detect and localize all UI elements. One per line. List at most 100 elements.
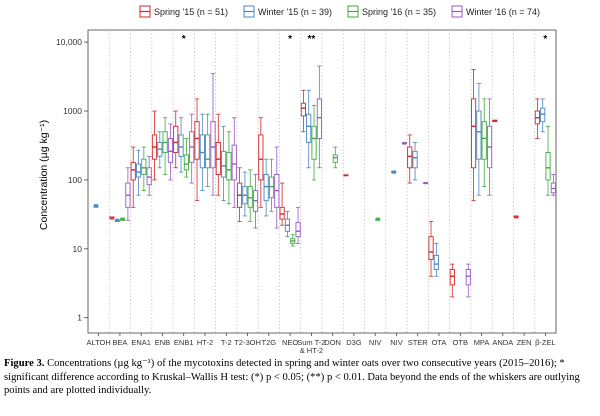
x-tick-label-line: ENB1 <box>174 338 194 347</box>
x-tick-label-line: T2-3OH <box>234 338 261 347</box>
box <box>316 98 322 139</box>
box <box>258 134 264 181</box>
box <box>210 121 216 169</box>
box <box>279 206 285 220</box>
caption-figure-label: Figure 3. <box>4 358 45 369</box>
x-tick-label-line: MPA <box>474 338 490 347</box>
box <box>481 121 487 160</box>
box <box>199 134 205 169</box>
y-tick-label: 100 <box>68 175 82 185</box>
box <box>130 161 136 181</box>
box <box>540 107 546 123</box>
box <box>167 137 174 163</box>
x-tick-label: OTA <box>432 338 447 347</box>
x-tick-label-line: NEO <box>282 338 298 347</box>
legend-label: Winter '16 (n = 74) <box>466 7 540 17</box>
x-tick-label-line: Sum T-2 <box>297 338 325 347</box>
x-tick-label-line: β-ZEL <box>535 338 556 347</box>
x-tick-label: T2G <box>262 338 277 347</box>
box <box>135 163 142 178</box>
x-tick-label-line: ZEN <box>517 338 532 347</box>
caption-text: Concentrations (µg kg⁻¹) of the mycotoxi… <box>4 358 580 397</box>
legend-label: Spring '15 (n = 51) <box>154 7 228 17</box>
box <box>205 134 211 169</box>
box <box>449 269 455 286</box>
x-tick-label: ZEN <box>517 338 532 347</box>
box <box>178 134 184 157</box>
box <box>470 98 477 169</box>
box <box>221 150 227 178</box>
x-tick-label-line: STER <box>408 338 429 347</box>
x-tick-label-line: HT-2 <box>197 338 213 347</box>
box <box>306 113 312 143</box>
legend: Spring '15 (n = 51) Winter '15 (n = 39) Sp… <box>139 5 540 18</box>
box <box>476 110 482 160</box>
box <box>428 236 434 260</box>
x-tick-label-line: ENA1 <box>131 338 151 347</box>
x-tick-label-line: ANDA <box>492 338 513 347</box>
y-tick-label: 1 <box>77 313 82 323</box>
box <box>407 146 413 169</box>
significance-marker: ** <box>307 34 315 45</box>
x-tick-label: MPA <box>474 338 490 347</box>
x-tick-label: T2-3OH <box>234 338 261 347</box>
significance-marker: * <box>182 34 186 45</box>
x-tick-label: HT-2 <box>197 338 213 347</box>
x-tick-label: DON <box>324 338 341 347</box>
y-tick-label: 10 <box>73 244 83 254</box>
figure-caption: Figure 3. Concentrations (µg kg⁻¹) of th… <box>4 357 596 398</box>
box <box>300 102 306 117</box>
x-tick-label: ENB <box>155 338 170 347</box>
box <box>247 186 253 208</box>
x-tick-label: ENB1 <box>174 338 194 347</box>
box <box>263 174 269 202</box>
x-tick-label-line: & HT-2 <box>300 346 323 355</box>
x-tick-label-line: DON <box>324 338 341 347</box>
box <box>268 176 275 199</box>
x-tick-label: OTB <box>453 338 468 347</box>
box <box>545 152 551 181</box>
box <box>311 125 317 160</box>
box <box>215 141 221 175</box>
box <box>412 150 418 169</box>
plot-area: 1 10 100 1000 10,000 ALTOH BEA ENA1 ENB ENB1 * HT-2… <box>56 29 557 355</box>
x-tick-label: Sum T-2 & HT-2 <box>297 338 325 355</box>
y-tick-label: 1000 <box>63 106 82 116</box>
box <box>231 144 237 181</box>
box <box>141 158 147 175</box>
x-tick-label-line: NIV <box>369 338 382 347</box>
box-plot-chart: Spring '15 (n = 51) Winter '15 (n = 39) Sp… <box>38 5 557 355</box>
x-tick-label-line: OTA <box>432 338 447 347</box>
x-tick-label-line: T2G <box>262 338 277 347</box>
box <box>226 152 232 181</box>
x-tick-label: β-ZEL <box>535 338 556 347</box>
box <box>183 154 189 171</box>
x-tick-label: NEO <box>282 338 298 347</box>
legend-label: Winter '15 (n = 39) <box>258 7 332 17</box>
box <box>146 167 152 186</box>
x-tick-label-line: T-2 <box>221 338 232 347</box>
x-tick-label-line: D3G <box>346 338 362 347</box>
box <box>332 154 338 163</box>
x-tick-label-line: ENB <box>155 338 170 347</box>
y-tick-label: 10,000 <box>56 37 82 47</box>
x-tick-label-line: NIV <box>390 338 403 347</box>
box <box>465 269 471 286</box>
x-tick-label-line: ALTOH <box>86 338 110 347</box>
x-tick-label-line: BEA <box>112 338 127 347</box>
x-tick-label: D3G <box>346 338 362 347</box>
box <box>173 125 179 153</box>
y-axis-label: Concentration (µg kg⁻¹) <box>38 120 50 230</box>
x-tick-label-line: OTB <box>453 338 468 347</box>
box <box>433 255 439 271</box>
x-tick-label: NIV <box>390 338 403 347</box>
box <box>194 121 200 160</box>
significance-marker: * <box>543 34 547 45</box>
x-tick-label: ENA1 <box>131 338 151 347</box>
box <box>295 222 301 238</box>
x-tick-label: T-2 <box>221 338 232 347</box>
x-tick-label: STER <box>408 338 429 347</box>
x-tick-label: ANDA <box>492 338 513 347</box>
significance-marker: * <box>288 34 292 45</box>
x-tick-label: BEA <box>112 338 127 347</box>
